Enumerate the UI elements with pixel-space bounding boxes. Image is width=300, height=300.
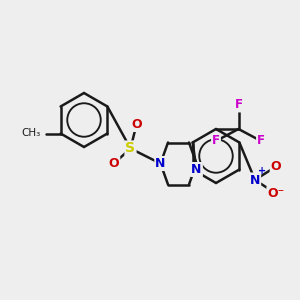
Text: N: N bbox=[250, 173, 260, 187]
Text: O: O bbox=[109, 157, 119, 170]
Text: O: O bbox=[131, 118, 142, 131]
Text: F: F bbox=[212, 134, 220, 148]
Text: F: F bbox=[235, 98, 242, 112]
Text: O⁻: O⁻ bbox=[267, 187, 285, 200]
Text: N: N bbox=[191, 163, 202, 176]
Text: N: N bbox=[155, 157, 166, 170]
Text: +: + bbox=[258, 166, 267, 176]
Text: S: S bbox=[125, 142, 136, 155]
Text: CH₃: CH₃ bbox=[22, 128, 41, 139]
Text: N: N bbox=[191, 163, 202, 176]
Text: O: O bbox=[271, 160, 281, 173]
Text: F: F bbox=[257, 134, 265, 148]
